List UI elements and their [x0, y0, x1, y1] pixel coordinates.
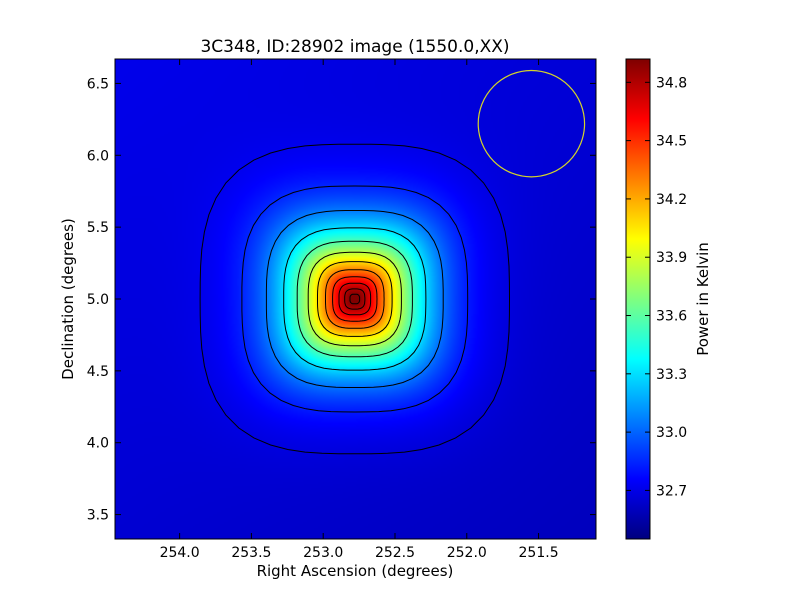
y-tick-label: 4.0 [87, 436, 109, 452]
x-tick-label: 252.5 [375, 545, 415, 561]
y-axis-label: Declination (degrees) [59, 218, 77, 380]
y-axis-ticks: 3.5 4.0 4.5 5.0 5.5 6.0 6.5 [87, 76, 596, 524]
x-axis-ticks: 254.0 253.5 253.0 252.5 252.0 251.5 [160, 59, 559, 561]
colorbar-gradient [625, 58, 651, 540]
plot-area: 254.0 253.5 253.0 252.5 252.0 251.5 3.5 4.0 4.5… [87, 58, 597, 561]
y-tick-label: 6.5 [87, 76, 109, 92]
contour-line [338, 282, 372, 316]
y-tick-label: 5.5 [87, 220, 109, 236]
contour-line [344, 288, 366, 310]
contour-line [241, 185, 469, 413]
y-tick-label: 3.5 [87, 508, 109, 524]
colorbar-tick-label: 34.8 [656, 75, 687, 91]
colorbar: 32.7 33.0 33.3 33.6 33.9 34.2 34.5 34.8 Power i… [625, 58, 712, 540]
beam-circle [477, 69, 586, 178]
x-tick-label: 254.0 [160, 545, 200, 561]
x-tick-label: 253.0 [303, 545, 343, 561]
colorbar-tick-label: 33.3 [656, 367, 687, 383]
contour-line [349, 293, 361, 305]
x-tick-label: 252.0 [447, 545, 487, 561]
colorbar-tick-label: 32.7 [656, 483, 687, 499]
heatmap-image [115, 59, 596, 539]
y-tick-label: 4.5 [87, 364, 109, 380]
contour-line [325, 269, 385, 329]
contour-line [307, 251, 402, 347]
x-tick-label: 251.5 [519, 545, 559, 561]
colorbar-tick-label: 34.5 [656, 134, 687, 150]
contour-line [283, 227, 427, 371]
chart-title: 3C348, ID:28902 image (1550.0,XX) [200, 37, 509, 57]
contour-line [199, 143, 511, 455]
x-tick-label: 253.5 [231, 545, 271, 561]
contour-lines [199, 143, 511, 455]
colorbar-label: Power in Kelvin [694, 242, 712, 356]
colorbar-ticks: 32.7 33.0 33.3 33.6 33.9 34.2 34.5 34.8 [626, 75, 687, 499]
contour-line [296, 240, 413, 358]
contour-line [265, 210, 444, 388]
contour-line [317, 261, 393, 337]
y-tick-label: 6.0 [87, 148, 109, 164]
x-axis-label: Right Ascension (degrees) [257, 562, 454, 580]
colorbar-tick-label: 33.0 [656, 425, 687, 441]
contour-line [332, 276, 378, 322]
colorbar-tick-label: 33.9 [656, 250, 687, 266]
colorbar-tick-label: 34.2 [656, 192, 687, 208]
y-tick-label: 5.0 [87, 292, 109, 308]
colorbar-tick-label: 33.6 [656, 309, 687, 325]
